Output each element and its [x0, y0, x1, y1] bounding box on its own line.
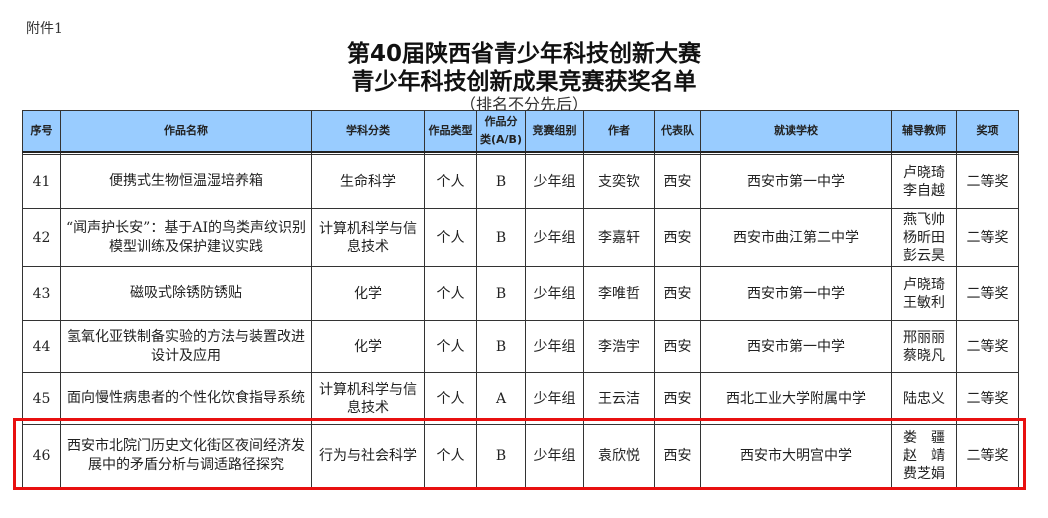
column-header: 奖项 — [956, 110, 1019, 153]
highlight-box — [13, 418, 1026, 490]
cell-type: 个人 — [424, 320, 477, 373]
cell-group: 少年组 — [525, 266, 584, 321]
cell-school: 西安市第一中学 — [700, 266, 892, 321]
title-line-1: 第40届陕西省青少年科技创新大赛 — [346, 41, 701, 67]
table-header: 序号 作品名称 学科分类 作品类型 作品分类(A/B) 竞赛组别 作者 代表队 就读学校 辅导教师… — [22, 110, 1019, 153]
cell-group: 少年组 — [525, 320, 584, 373]
cell-group: 少年组 — [525, 154, 584, 209]
cell-cls: B — [476, 320, 526, 373]
cell-type: 个人 — [424, 154, 477, 209]
cell-group: 少年组 — [525, 372, 584, 425]
cell-type: 个人 — [424, 208, 477, 267]
cell-teachers: 娄 疆 赵 靖 费芝娟 — [891, 424, 957, 488]
cell-author: 李嘉轩 — [583, 208, 655, 267]
cell-award: 二等奖 — [956, 424, 1019, 488]
cell-subject: 化学 — [311, 266, 425, 321]
cell-no: 42 — [22, 208, 61, 267]
cell-award: 二等奖 — [956, 372, 1019, 425]
table-row: 46 西安市北院门历史文化街区夜间经济发展中的矛盾分析与调适路径探究 行为与社会科学… — [22, 424, 1019, 488]
table-row: 41 便携式生物恒温湿培养箱 生命科学 个人 B 少年组 支奕钦 西安 西安市第一中学 卢晓琦 李… — [22, 154, 1019, 209]
cell-team: 西安 — [654, 320, 701, 373]
table-row: 42 “闻声护长安”：基于AI的鸟类声纹识别模型训练及保护建议实践 计算机科学与信息… — [22, 208, 1019, 267]
cell-cls: B — [476, 208, 526, 267]
cell-author: 李浩宇 — [583, 320, 655, 373]
cell-cls: A — [476, 372, 526, 425]
cell-no: 41 — [22, 154, 61, 209]
cell-no: 45 — [22, 372, 61, 425]
cell-team: 西安 — [654, 372, 701, 425]
cell-name: 西安市北院门历史文化街区夜间经济发展中的矛盾分析与调适路径探究 — [60, 424, 312, 488]
cell-name: “闻声护长安”：基于AI的鸟类声纹识别模型训练及保护建议实践 — [60, 208, 312, 267]
cell-award: 二等奖 — [956, 266, 1019, 321]
cell-type: 个人 — [424, 372, 477, 425]
cell-name: 磁吸式除锈防锈贴 — [60, 266, 312, 321]
cell-author: 王云洁 — [583, 372, 655, 425]
cell-team: 西安 — [654, 266, 701, 321]
cell-no: 44 — [22, 320, 61, 373]
column-header: 作者 — [583, 110, 655, 153]
table-row: 44 氢氧化亚铁制备实验的方法与装置改进设计及应用 化学 个人 B 少年组 李浩宇 西安 西安市… — [22, 320, 1019, 373]
column-header: 辅导教师 — [891, 110, 957, 153]
table-row: 45 面向慢性病患者的个性化饮食指导系统 计算机科学与信息技术 个人 A 少年组 王云洁 西安… — [22, 372, 1019, 425]
title-line-2: 青少年科技创新成果竞赛获奖名单 — [351, 69, 697, 95]
cell-type: 个人 — [424, 266, 477, 321]
cell-group: 少年组 — [525, 208, 584, 267]
column-header: 代表队 — [654, 110, 701, 153]
cell-school: 西北工业大学附属中学 — [700, 372, 892, 425]
column-header: 序号 — [22, 110, 61, 153]
cell-team: 西安 — [654, 154, 701, 209]
cell-name: 便携式生物恒温湿培养箱 — [60, 154, 312, 209]
column-header: 作品分类(A/B) — [476, 110, 526, 153]
column-header: 学科分类 — [311, 110, 425, 153]
cell-teachers: 燕飞帅 杨昕田 彭云昊 — [891, 208, 957, 267]
cell-teachers: 卢晓琦 王敏利 — [891, 266, 957, 321]
column-header: 作品名称 — [60, 110, 312, 153]
award-table: 序号 作品名称 学科分类 作品类型 作品分类(A/B) 竞赛组别 作者 代表队 就读学校 辅导教师… — [22, 110, 1019, 488]
cell-author: 李唯哲 — [583, 266, 655, 321]
cell-award: 二等奖 — [956, 154, 1019, 209]
cell-cls: B — [476, 266, 526, 321]
column-header: 作品类型 — [424, 110, 477, 153]
cell-school: 西安市第一中学 — [700, 154, 892, 209]
cell-name: 氢氧化亚铁制备实验的方法与装置改进设计及应用 — [60, 320, 312, 373]
column-header: 竞赛组别 — [525, 110, 584, 153]
cell-group: 少年组 — [525, 424, 584, 488]
cell-team: 西安 — [654, 208, 701, 267]
table-row: 43 磁吸式除锈防锈贴 化学 个人 B 少年组 李唯哲 西安 西安市第一中学 卢晓琦 王敏利 二等奖 — [22, 266, 1019, 321]
cell-type: 个人 — [424, 424, 477, 488]
cell-school: 西安市第一中学 — [700, 320, 892, 373]
cell-name: 面向慢性病患者的个性化饮食指导系统 — [60, 372, 312, 425]
subtitle: （排名不分先后） — [459, 95, 588, 114]
cell-subject: 计算机科学与信息技术 — [311, 372, 425, 425]
attachment-label: 附件1 — [26, 21, 63, 37]
cell-subject: 化学 — [311, 320, 425, 373]
cell-cls: B — [476, 154, 526, 209]
cell-author: 支奕钦 — [583, 154, 655, 209]
cell-school: 西安市曲江第二中学 — [700, 208, 892, 267]
cell-subject: 计算机科学与信息技术 — [311, 208, 425, 267]
cell-subject: 生命科学 — [311, 154, 425, 209]
column-header: 就读学校 — [700, 110, 892, 153]
cell-school: 西安市大明宫中学 — [700, 424, 892, 488]
cell-award: 二等奖 — [956, 320, 1019, 373]
cell-teachers: 陆忠义 — [891, 372, 957, 425]
cell-no: 43 — [22, 266, 61, 321]
cell-teachers: 邢丽丽 蔡晓凡 — [891, 320, 957, 373]
cell-teachers: 卢晓琦 李自越 — [891, 154, 957, 209]
cell-award: 二等奖 — [956, 208, 1019, 267]
cell-cls: B — [476, 424, 526, 488]
